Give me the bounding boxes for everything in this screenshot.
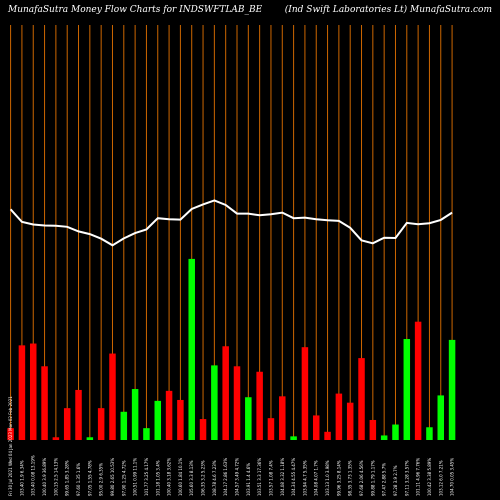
x-axis-label: 101.77 3.25 4.17% bbox=[144, 458, 149, 496]
x-axis-label: 97.05 1.55 4.78% bbox=[87, 460, 92, 496]
x-axis-label: 105.60 3.3 8.13% bbox=[189, 460, 194, 496]
x-axis-label: 98.35 3.73 1.35% bbox=[348, 460, 353, 496]
money-flow-bar bbox=[301, 347, 309, 440]
money-flow-bar bbox=[290, 436, 297, 440]
x-axis-label: 104.08 4.07 1.7% bbox=[314, 460, 319, 496]
x-axis-label: 106.35 3.2 5.23% bbox=[201, 460, 206, 496]
chart-title-left: MunafaSutra Money Flow Charts for INDSWF… bbox=[7, 5, 263, 15]
x-axis-label: 100.51 0.99 11.1% bbox=[133, 458, 138, 496]
money-flow-bar bbox=[335, 393, 343, 440]
x-axis-label: 103.13 1.0 3.98% bbox=[325, 460, 330, 496]
money-flow-bar bbox=[358, 358, 365, 440]
x-axis-label: 95.00 2.9 6.35% bbox=[99, 463, 104, 496]
x-axis-label: 100.40 3.18 3.62% bbox=[167, 458, 172, 496]
money-flow-line bbox=[9, 199, 453, 247]
x-axis-label: 103.94 4.7 5.35% bbox=[302, 460, 307, 496]
money-flow-bar bbox=[403, 338, 411, 440]
x-axis-label: 97.90 1.25 4.72% bbox=[121, 460, 126, 496]
money-flow-bar bbox=[199, 419, 207, 440]
x-axis-label: 108.78 4.6 7.23% bbox=[212, 460, 217, 496]
x-axis-label: 103.57 1.08 7.4% bbox=[268, 460, 273, 496]
money-flow-bar bbox=[380, 435, 388, 440]
money-flow-bar bbox=[312, 415, 320, 440]
x-axis-labels: Fri 30 Jul 2021 Wed 04 Jan 2023 Mon 02 F… bbox=[8, 396, 454, 496]
x-axis-label: 103.91 1.4 4.6% bbox=[246, 463, 251, 496]
money-flow-bars bbox=[7, 258, 456, 440]
money-flow-bar bbox=[154, 400, 162, 440]
money-flow-bar bbox=[222, 346, 229, 440]
money-flow-bar bbox=[437, 395, 445, 440]
x-axis-label: 99.88 1.79 1.17% bbox=[370, 460, 375, 496]
x-axis-label: 100.15 2.5 14.13% bbox=[53, 458, 58, 496]
x-axis-label: 97.60 1.35 1.6% bbox=[76, 463, 81, 496]
x-axis-label: 100.60 1.84 10.1% bbox=[178, 458, 183, 496]
money-flow-bar bbox=[29, 343, 37, 440]
money-flow-bar bbox=[120, 411, 128, 440]
x-axis-label: 104.34 4.55 4.47% bbox=[291, 458, 296, 496]
x-axis-label: 103.40 0.08 13.19% bbox=[31, 455, 36, 496]
x-axis-label: 104.57 3.49 4.72% bbox=[235, 458, 240, 496]
money-flow-bar bbox=[131, 389, 139, 440]
x-axis-label: 100.40 3.9 36.89% bbox=[42, 458, 47, 496]
money-flow-bar bbox=[414, 321, 422, 440]
x-axis-label: 97.68 2.06 4.56% bbox=[359, 460, 364, 496]
money-flow-bar bbox=[143, 428, 150, 440]
chart-title-right: (Ind Swift Laboratories Lt) MunafaSutra.… bbox=[285, 4, 492, 15]
x-axis-label: 99.80 2.65 10.53% bbox=[110, 458, 115, 496]
money-flow-bar bbox=[324, 431, 331, 440]
money-flow-bar bbox=[267, 418, 275, 440]
money-flow-bar bbox=[86, 437, 94, 440]
money-flow-bar bbox=[211, 365, 218, 440]
money-flow-bar bbox=[52, 437, 60, 440]
x-axis-label: 101.18 1.05 3.4% bbox=[155, 460, 160, 496]
x-axis-label: 97.47 2.88 5.7% bbox=[382, 463, 387, 496]
money-flow-bar bbox=[233, 366, 241, 440]
x-axis-label: 99.65 1.85 3.28% bbox=[65, 460, 70, 496]
x-axis-label: 97.11 3.28 3.57% bbox=[404, 460, 409, 496]
money-flow-bar bbox=[75, 389, 82, 440]
money-flow-bar bbox=[188, 258, 195, 440]
x-axis-label: 104.70 0.05 3.45% bbox=[450, 458, 455, 496]
money-flow-bar bbox=[392, 424, 399, 440]
x-axis-label: 101.11 4.96 7.76% bbox=[416, 458, 421, 496]
money-flow-bar bbox=[177, 399, 184, 440]
money-flow-bar bbox=[426, 427, 433, 440]
x-axis-label: 104.08 3.32 1.18% bbox=[280, 458, 285, 496]
money-flow-bar bbox=[63, 408, 71, 440]
money-flow-bar bbox=[369, 419, 377, 440]
x-axis-label: 100.42 3.38 5.89% bbox=[427, 458, 432, 496]
x-axis-label: 103.12 6.0 7.21% bbox=[438, 460, 443, 496]
money-flow-bar bbox=[109, 353, 116, 440]
money-flow-bar bbox=[279, 396, 286, 440]
x-axis-label: Fri 30 Jul 2021 Wed 04 Jan 2023 Mon 02 F… bbox=[8, 396, 13, 496]
money-flow-bar bbox=[165, 390, 173, 440]
money-flow-bar bbox=[245, 397, 252, 440]
x-axis-label: 104.17 2.86 1.63% bbox=[223, 458, 228, 496]
x-axis-label: 103.40 1.9 6.34% bbox=[19, 460, 24, 496]
money-flow-bar bbox=[256, 371, 263, 440]
money-flow-bar bbox=[41, 366, 48, 440]
money-flow-bar bbox=[18, 345, 26, 440]
money-flow-bar bbox=[7, 428, 14, 440]
money-flow-bar bbox=[97, 408, 105, 440]
x-axis-label: 103.51 3.3 17.36% bbox=[257, 458, 262, 496]
x-axis-label: 99.96 3.25 8.14% bbox=[336, 460, 341, 496]
money-flow-bar bbox=[448, 339, 456, 440]
money-flow-bar bbox=[346, 402, 354, 440]
x-axis-label: 97.28 3.9 2.7% bbox=[393, 465, 398, 496]
